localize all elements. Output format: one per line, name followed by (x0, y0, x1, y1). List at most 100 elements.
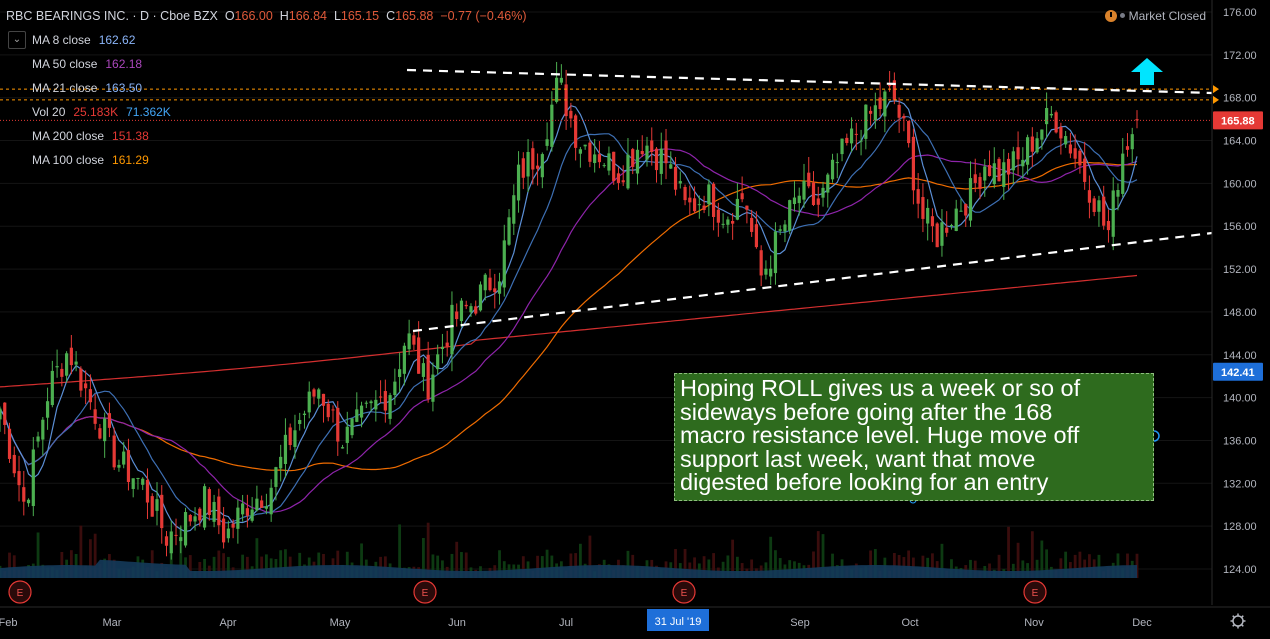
legend-ma50[interactable]: MA 50 close 162.18 (32, 57, 142, 71)
volume-bar (997, 554, 1001, 578)
legend-label: MA 8 close (32, 33, 91, 47)
candle-body (217, 496, 221, 526)
candle-body (321, 393, 326, 406)
candle-body (136, 477, 140, 479)
price-tick-label: 168.00 (1223, 93, 1257, 105)
gear-tooth (1232, 624, 1235, 627)
volume-bar (574, 553, 578, 578)
candle-body (326, 403, 330, 418)
volume-bar (265, 554, 268, 578)
candle-body (364, 402, 368, 404)
volume-bar (441, 560, 444, 578)
candle-body (1021, 159, 1025, 167)
candle-body (45, 401, 50, 418)
candle-body (964, 204, 968, 216)
price-label-text: 165.88 (1221, 115, 1255, 127)
candle-body (845, 137, 849, 143)
candle-body (578, 149, 582, 154)
candle-body (826, 174, 830, 193)
candle-body (426, 354, 430, 400)
candle-body (369, 401, 373, 404)
legend-vol20[interactable]: Vol 20 25.183K 71.362K (32, 105, 171, 119)
volume-bar (540, 556, 544, 578)
candle-body (260, 500, 264, 508)
candle-body (483, 274, 487, 291)
candle-body (535, 165, 540, 169)
note-line: Hoping ROLL gives us a week or so of (680, 375, 1081, 401)
candle-body (497, 281, 502, 294)
candle-body (88, 389, 92, 403)
volume-bar (674, 549, 677, 578)
candle-body (811, 182, 816, 205)
candle-body (745, 205, 749, 210)
candle-body (455, 311, 459, 320)
candle-body (673, 166, 678, 190)
candle-body (288, 427, 292, 446)
candle-body (183, 512, 188, 546)
candle-body (559, 77, 563, 83)
legend-value: 161.29 (112, 153, 149, 167)
volume-bar (69, 550, 73, 578)
candle-body (255, 498, 259, 511)
volume-bar (769, 536, 773, 578)
volume-bar (740, 563, 744, 578)
candle-body (854, 133, 858, 135)
volume-bar (1011, 563, 1015, 578)
volume-bar (298, 552, 302, 578)
time-tick-label: Apr (219, 617, 236, 629)
candle-body (193, 516, 197, 522)
ma8-line (0, 100, 1138, 533)
legend-ma21[interactable]: MA 21 close 163.50 (32, 81, 142, 95)
earnings-marker-icon (672, 580, 696, 604)
candle-body (740, 193, 744, 200)
candle-body (464, 304, 468, 307)
candle-body (469, 306, 473, 313)
legend-value: 25.183K (73, 105, 119, 119)
candle-body (84, 383, 88, 389)
candle-body (1078, 150, 1082, 166)
gear-icon (1230, 613, 1246, 629)
legend-ma100[interactable]: MA 100 close 161.29 (32, 153, 149, 167)
candle-body (992, 163, 996, 185)
candle-body (597, 154, 602, 163)
candle-body (574, 115, 578, 148)
candle-body (816, 198, 820, 205)
candle-body (773, 231, 778, 274)
candle-body (50, 370, 54, 406)
volume-bar (198, 562, 202, 578)
volume-bar (545, 549, 549, 578)
candle-body (1121, 153, 1125, 194)
candle-body (293, 430, 297, 447)
volume-bar (426, 522, 430, 578)
candle-body (1040, 129, 1044, 140)
earnings-marker-icon (1023, 580, 1047, 604)
volume-bar (188, 555, 192, 578)
annotation-note[interactable]: Hoping ROLL gives us a week or so of sid… (674, 373, 1154, 501)
volume-bar (821, 534, 825, 578)
legend-value: 163.50 (105, 81, 143, 95)
candle-body (659, 148, 663, 174)
legend-ma8[interactable]: MA 8 close 162.62 (32, 33, 135, 47)
candle-body (726, 219, 730, 225)
legend-ma200[interactable]: MA 200 close 151.38 (32, 129, 149, 143)
candle-body (93, 409, 97, 424)
collapse-legend-button[interactable]: ⌄ (8, 31, 26, 49)
candle-body (526, 151, 530, 177)
price-label-text: 142.41 (1221, 367, 1255, 379)
candle-body (531, 148, 535, 170)
symbol-title[interactable]: RBC BEARINGS INC. · D · Cboe BZX (6, 9, 218, 23)
volume-bar (578, 543, 582, 578)
candle-body (0, 408, 2, 420)
candle-body (103, 418, 107, 442)
candle-body (174, 534, 178, 536)
volume-bar (1016, 542, 1020, 578)
candle-body (721, 223, 725, 225)
candle-body (1011, 151, 1015, 171)
candle-body (1006, 158, 1011, 175)
candle-body (978, 177, 982, 189)
volume-bar (536, 555, 539, 578)
candle-body (897, 104, 901, 118)
candle-body (440, 346, 445, 350)
candle-body (764, 268, 768, 275)
